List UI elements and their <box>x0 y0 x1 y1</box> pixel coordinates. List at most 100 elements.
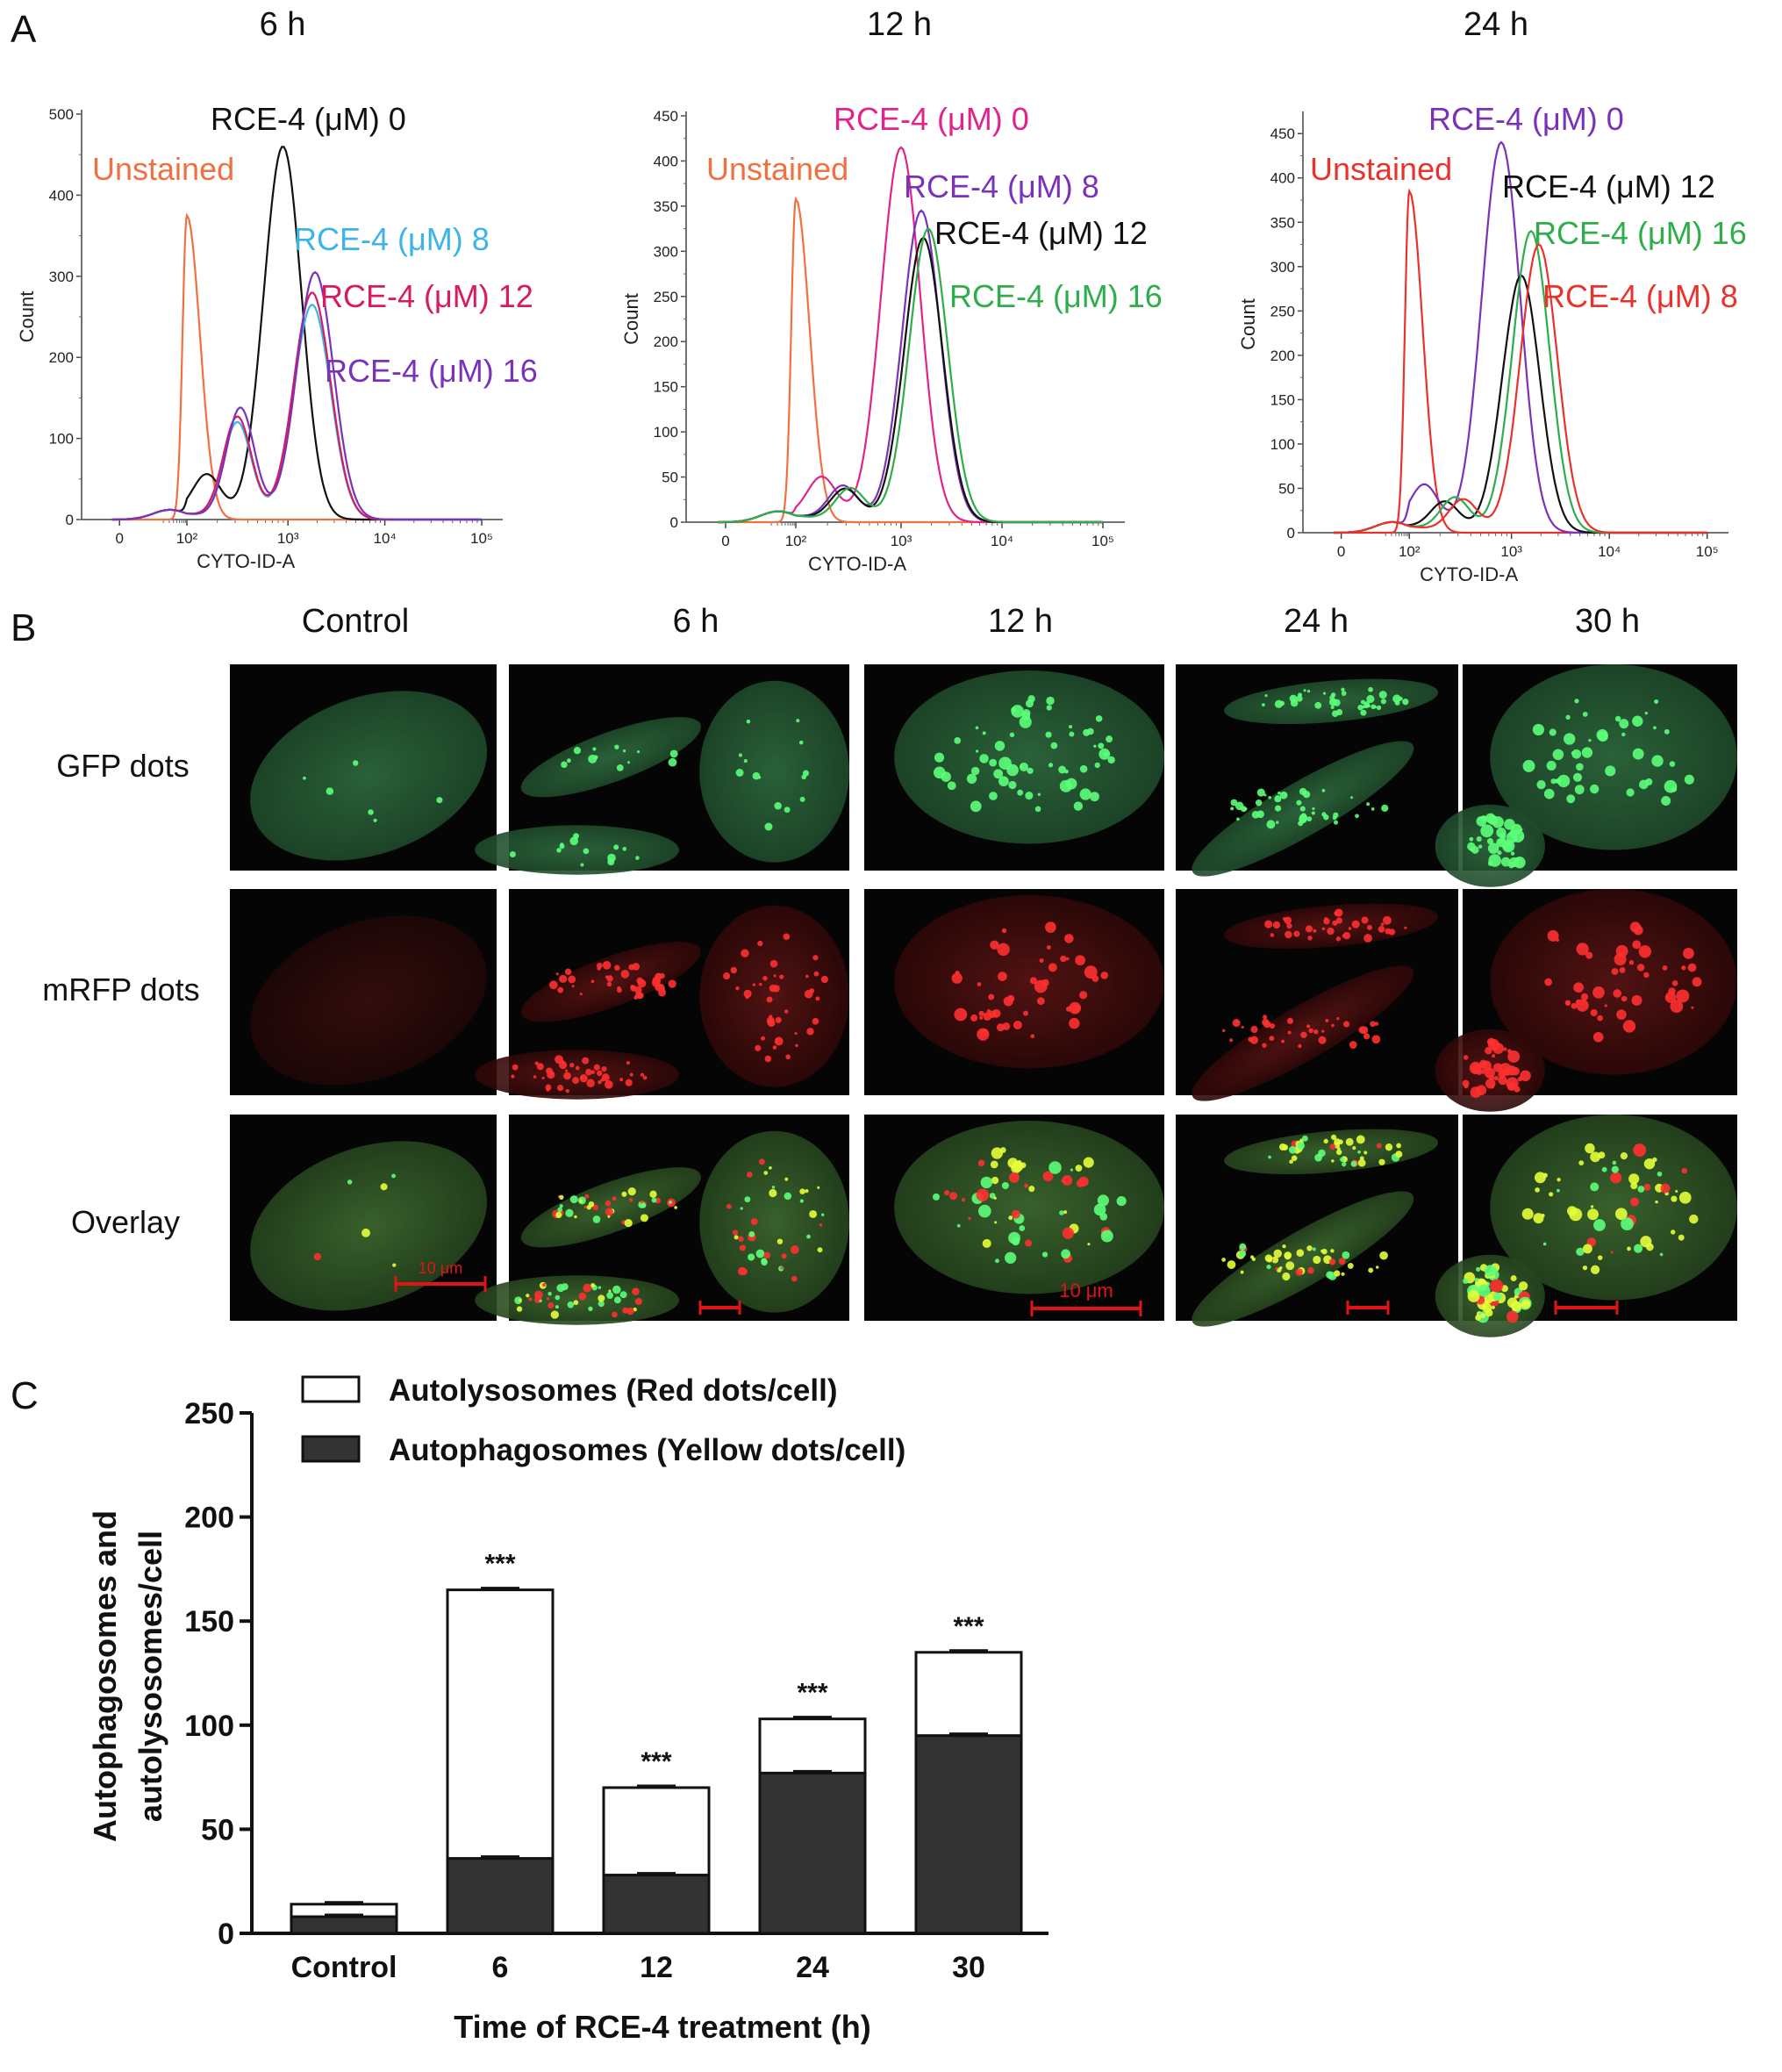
fluorescent-dot <box>1308 1028 1313 1034</box>
fluorescent-dot <box>1480 1069 1485 1074</box>
fluorescent-dot <box>1576 763 1584 771</box>
fluorescent-dot <box>1058 765 1066 774</box>
fluorescent-dot <box>1013 1021 1022 1029</box>
fluorescent-dot <box>1520 835 1524 841</box>
fluorescent-dot <box>1510 1275 1517 1282</box>
fluorescent-dot <box>592 747 597 751</box>
cell <box>475 1275 679 1325</box>
fluorescent-dot <box>791 1275 798 1282</box>
histogram-title: 6 h <box>260 6 306 43</box>
fluorescent-dot <box>1279 1266 1283 1270</box>
fluorescent-dot <box>1106 735 1113 743</box>
fluorescent-dot <box>976 1188 990 1202</box>
fluorescent-dot <box>1251 811 1260 819</box>
fluorescent-dot <box>590 1070 596 1074</box>
fluorescent-dot <box>583 1205 588 1209</box>
fluorescent-dot <box>994 741 1006 751</box>
fluorescent-dot <box>761 1258 768 1266</box>
y-tick-label: 350 <box>1270 214 1295 231</box>
fluorescent-dot <box>1557 1177 1561 1182</box>
fluorescent-dot <box>1359 1156 1364 1161</box>
fluorescent-dot <box>585 1068 592 1076</box>
fluorescent-dot <box>1299 787 1307 796</box>
fluorescent-dot <box>1499 833 1506 840</box>
fluorescent-dot <box>1282 1244 1286 1249</box>
fluorescent-dot <box>590 1282 596 1288</box>
fluorescent-dot <box>1089 792 1099 802</box>
fluorescent-dot <box>745 994 749 1000</box>
fluorescent-dot <box>1318 1036 1327 1044</box>
fluorescent-dot <box>1547 929 1559 942</box>
fluorescent-dot <box>555 1211 562 1219</box>
fluorescent-dot <box>1069 731 1075 737</box>
bar-autolysosomes <box>446 1588 555 1860</box>
fluorescent-dot <box>1079 991 1088 1000</box>
fluorescent-dot <box>602 961 612 970</box>
fluorescent-dot <box>1241 1025 1244 1029</box>
fluorescent-dot <box>586 1079 595 1087</box>
series-label: RCE-4 (μM) 8 <box>1542 278 1738 314</box>
fluorescent-dot <box>769 1165 772 1170</box>
fluorescent-dot <box>1368 686 1373 692</box>
fluorescent-dot <box>1486 838 1494 845</box>
scale-bar-6h <box>698 1301 741 1315</box>
fluorescent-dot <box>1463 1278 1469 1284</box>
fluorescent-dot <box>1610 1251 1614 1254</box>
fluorescent-dot <box>1590 1265 1600 1274</box>
fluorescent-dot <box>586 1204 592 1210</box>
fluorescent-dot <box>820 1213 825 1216</box>
fluorescent-dot <box>1492 1054 1496 1058</box>
fluorescent-dot <box>558 974 568 983</box>
cell <box>1192 1191 1414 1327</box>
fluorescent-dot <box>1005 1251 1017 1264</box>
fluorescent-dot <box>1335 936 1342 942</box>
fluorescent-dot <box>1580 993 1589 1000</box>
fluorescent-dot <box>1613 989 1622 998</box>
fluorescent-dot <box>1334 1270 1341 1277</box>
fluorescent-dot <box>1313 1029 1319 1035</box>
fluorescent-dot <box>313 1252 322 1261</box>
fluorescent-dot <box>752 983 756 986</box>
fluorescent-dot <box>1572 772 1583 782</box>
fluorescent-dot <box>1011 705 1024 718</box>
fluorescent-dot <box>1025 791 1034 800</box>
fluorescent-dot <box>1621 732 1626 737</box>
fluorescent-dot <box>612 1285 621 1294</box>
histogram-curve <box>111 304 482 521</box>
fluorescent-dot <box>781 1253 787 1259</box>
fluorescent-dot <box>632 1287 640 1295</box>
fluorescent-dot <box>1692 977 1702 987</box>
fluorescent-dot <box>1266 820 1276 829</box>
micrograph-tile <box>230 664 497 871</box>
fluorescent-dot <box>1345 1137 1354 1146</box>
fluorescent-dot <box>1100 971 1109 979</box>
x-tick-label: 10³ <box>277 530 299 547</box>
y-tick-label: 400 <box>1270 170 1295 187</box>
fluorescent-dot <box>1581 747 1593 758</box>
fluorescent-dot <box>739 1244 747 1251</box>
fluorescent-dot <box>557 986 564 993</box>
fluorescent-dot <box>954 737 962 744</box>
fluorescent-dot <box>593 755 598 760</box>
fluorescent-dot <box>998 776 1009 787</box>
y-tick-label: 300 <box>654 243 678 260</box>
fluorescent-dot <box>735 986 740 991</box>
fluorescent-dot <box>955 971 960 976</box>
fluorescent-dot <box>579 993 583 996</box>
fluorescent-dot <box>657 984 665 992</box>
fluorescent-dot <box>1071 1004 1081 1013</box>
fluorescent-dot <box>509 850 516 858</box>
fluorescent-dot <box>977 982 982 986</box>
fluorescent-dot <box>735 769 744 777</box>
fluorescent-dot <box>988 993 995 1000</box>
micrograph-tile <box>230 1115 497 1321</box>
y-tick-label: 200 <box>1270 348 1295 364</box>
fluorescent-dot <box>755 1044 762 1051</box>
fluorescent-dot <box>640 1200 644 1204</box>
fluorescent-dot <box>1395 1151 1403 1158</box>
fluorescent-dot <box>1631 994 1642 1006</box>
fluorescent-dot <box>1381 804 1389 812</box>
x-tick-label: 10⁴ <box>373 530 396 547</box>
fluorescent-dot <box>606 981 612 987</box>
fluorescent-dot <box>1300 1031 1307 1039</box>
